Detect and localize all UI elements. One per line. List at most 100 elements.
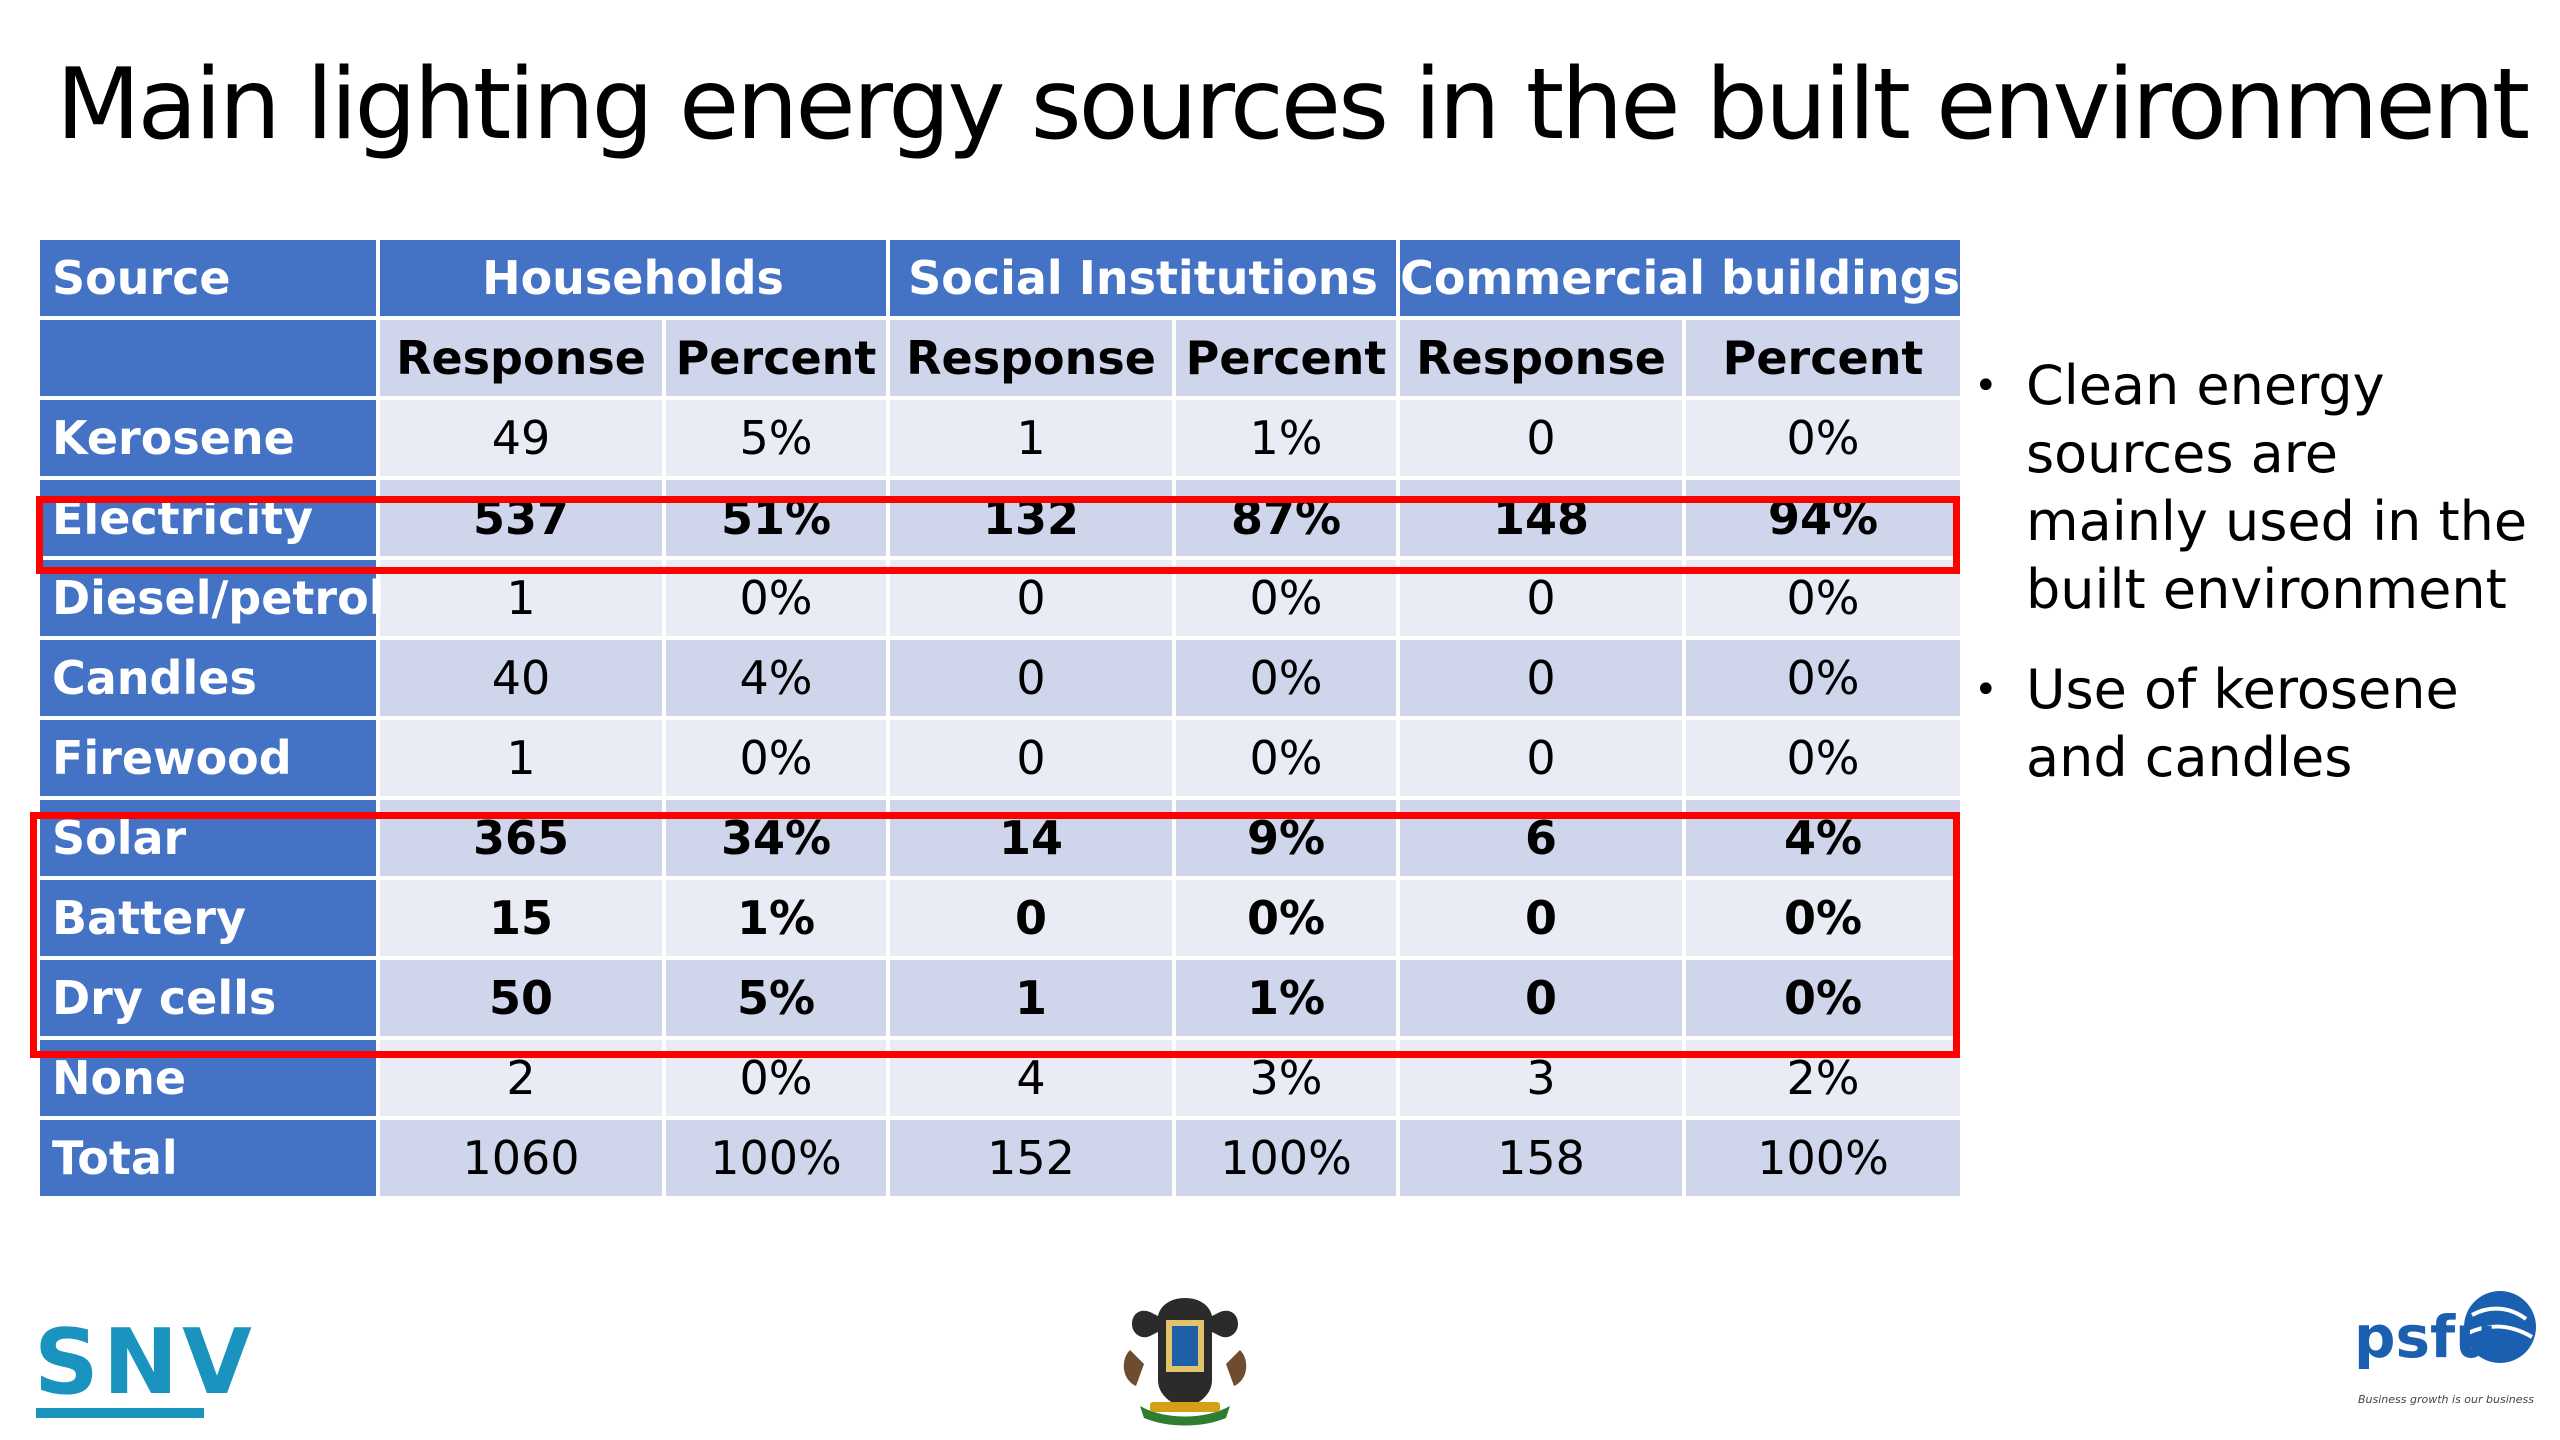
- row-label: Electricity: [40, 480, 376, 556]
- psfu-logo: psfu Business growth is our business: [2354, 1291, 2536, 1406]
- subheader-row: Response Percent Response Percent Respon…: [40, 320, 1961, 396]
- bullet-text: Use of kerosene and candles: [2026, 658, 2459, 789]
- header-row: Source Households Social Institutions Co…: [40, 240, 1961, 316]
- table-cell: 4: [890, 1040, 1173, 1116]
- table-cell: 0%: [666, 560, 887, 636]
- table-cell: 9%: [1176, 800, 1397, 876]
- table-row: Candles 40 4% 0 0% 0 0%: [40, 640, 1961, 716]
- table-cell: 0: [1400, 640, 1683, 716]
- table-cell: 34%: [666, 800, 887, 876]
- header-households: Households: [380, 240, 887, 316]
- table-cell: 0%: [1686, 640, 1961, 716]
- table-cell: 100%: [1176, 1120, 1397, 1196]
- table-cell: 6: [1400, 800, 1683, 876]
- table-cell: 537: [380, 480, 662, 556]
- table-cell: 148: [1400, 480, 1683, 556]
- table-cell: 0%: [1176, 560, 1397, 636]
- table-cell: 0%: [1686, 400, 1961, 476]
- table-cell: 100%: [1686, 1120, 1961, 1196]
- row-label: Candles: [40, 640, 376, 716]
- data-table: Source Households Social Institutions Co…: [36, 236, 1964, 1200]
- table-cell: 0: [1400, 960, 1683, 1036]
- table-cell: 2: [380, 1040, 662, 1116]
- subheader-cell: Response: [1400, 320, 1683, 396]
- bullet-symbol: •: [1974, 667, 1998, 713]
- row-label: None: [40, 1040, 376, 1116]
- header-commercial-buildings: Commercial buildings: [1400, 240, 1961, 316]
- row-label: Dry cells: [40, 960, 376, 1036]
- table-cell: 1%: [1176, 960, 1397, 1036]
- table-cell: 51%: [666, 480, 887, 556]
- table-cell: 0%: [666, 720, 887, 796]
- table-cell: 1: [890, 960, 1173, 1036]
- table-row: Electricity 537 51% 132 87% 148 94%: [40, 480, 1961, 556]
- table-cell: 50: [380, 960, 662, 1036]
- table-cell: 40: [380, 640, 662, 716]
- table-cell: 14: [890, 800, 1173, 876]
- row-label: Kerosene: [40, 400, 376, 476]
- header-social-institutions: Social Institutions: [890, 240, 1397, 316]
- table-cell: 3%: [1176, 1040, 1397, 1116]
- bullet-symbol: •: [1974, 363, 1998, 409]
- subheader-cell: Percent: [1176, 320, 1397, 396]
- table-cell: 0: [890, 880, 1173, 956]
- table-cell: 15: [380, 880, 662, 956]
- table-row: None 2 0% 4 3% 3 2%: [40, 1040, 1961, 1116]
- table-row: Firewood 1 0% 0 0% 0 0%: [40, 720, 1961, 796]
- row-label: Battery: [40, 880, 376, 956]
- table-cell: 3: [1400, 1040, 1683, 1116]
- psfu-tagline: Business growth is our business: [2358, 1393, 2534, 1406]
- row-label: Diesel/petrol: [40, 560, 384, 636]
- psfu-logo-text: psfu: [2354, 1303, 2497, 1371]
- subheader-blank: [40, 320, 376, 396]
- table-cell: 1: [890, 400, 1173, 476]
- row-label: Firewood: [40, 720, 376, 796]
- bullet-item: • Clean energy sources are mainly used i…: [1974, 352, 2534, 624]
- table-cell: 0: [1400, 560, 1683, 636]
- table-cell: 4%: [1686, 800, 1961, 876]
- table-cell: 1: [380, 560, 662, 636]
- table-cell: 0%: [666, 1040, 887, 1116]
- table-row: Dry cells 50 5% 1 1% 0 0%: [40, 960, 1961, 1036]
- table-cell: 5%: [666, 960, 887, 1036]
- subheader-cell: Response: [380, 320, 662, 396]
- table-cell: 1060: [380, 1120, 662, 1196]
- table-cell: 365: [380, 800, 662, 876]
- table-cell: 1%: [1176, 400, 1397, 476]
- table-cell: 0: [890, 720, 1173, 796]
- table-cell: 152: [890, 1120, 1173, 1196]
- table-cell: 0%: [1176, 640, 1397, 716]
- table-cell: 49: [380, 400, 662, 476]
- energy-sources-table: Source Households Social Institutions Co…: [36, 236, 1961, 1200]
- header-source: Source: [40, 240, 376, 316]
- table-cell: 1: [380, 720, 662, 796]
- subheader-cell: Response: [890, 320, 1173, 396]
- table-cell: 0: [1400, 880, 1683, 956]
- table-cell: 4%: [666, 640, 887, 716]
- table-cell: 0%: [1176, 880, 1397, 956]
- table-body: Kerosene 49 5% 1 1% 0 0% Electricity 537 51% 132 87…: [40, 400, 1961, 1196]
- slide-title: Main lighting energy sources in the buil…: [56, 48, 2530, 162]
- row-label: Total: [40, 1120, 376, 1196]
- table-cell: 0%: [1686, 880, 1961, 956]
- table-row: Kerosene 49 5% 1 1% 0 0%: [40, 400, 1961, 476]
- table-row: Solar 365 34% 14 9% 6 4%: [40, 800, 1961, 876]
- table-cell: 0: [1400, 720, 1683, 796]
- snv-logo-underline: [36, 1408, 204, 1418]
- table-row: Diesel/petrol 1 0% 0 0% 0 0%: [40, 560, 1961, 636]
- subheader-cell: Percent: [666, 320, 887, 396]
- table-cell: 2%: [1686, 1040, 1961, 1116]
- table-cell: 132: [890, 480, 1173, 556]
- table-cell: 0%: [1686, 960, 1961, 1036]
- table-cell: 94%: [1686, 480, 1961, 556]
- table-cell: 1%: [666, 880, 887, 956]
- university-crest-icon: [1123, 1298, 1247, 1426]
- row-label: Solar: [40, 800, 376, 876]
- bullet-item: • Use of kerosene and candles: [1974, 656, 2534, 792]
- table-cell: 158: [1400, 1120, 1683, 1196]
- table-cell: 100%: [666, 1120, 887, 1196]
- table-cell: 0%: [1176, 720, 1397, 796]
- table-row: Total 1060 100% 152 100% 158 100%: [40, 1120, 1961, 1196]
- snv-logo: SNV: [34, 1310, 256, 1415]
- bullet-text: Clean energy sources are mainly used in …: [2026, 354, 2528, 621]
